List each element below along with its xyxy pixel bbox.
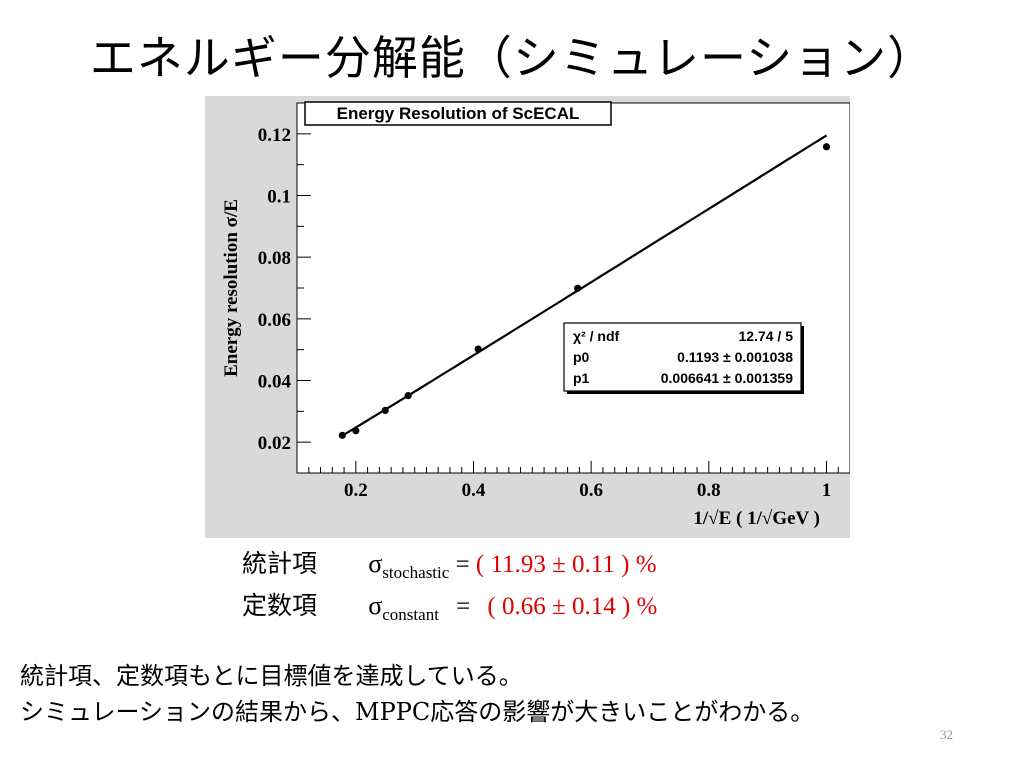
stochastic-equals: = <box>455 551 470 578</box>
chart-title: Energy Resolution of ScECAL <box>337 104 580 123</box>
y-tick-label: 0.12 <box>258 125 291 146</box>
stats-label-p1: p1 <box>573 370 590 386</box>
constant-value: ( 0.66 ± 0.14 ) % <box>487 593 658 620</box>
x-tick-label: 1 <box>822 480 832 501</box>
x-tick-label: 0.6 <box>579 480 603 501</box>
x-tick-label: 0.4 <box>462 480 486 501</box>
y-tick-label: 0.08 <box>258 248 291 269</box>
note-line-1: 統計項、定数項もとに目標値を達成している。 <box>20 662 523 690</box>
chart-title-box <box>304 101 612 126</box>
stochastic-subscript: stochastic <box>382 563 450 582</box>
constant-sigma: σ <box>368 591 383 620</box>
data-point <box>381 406 389 415</box>
data-point <box>822 143 831 151</box>
y-tick-label: 0.1 <box>267 187 291 208</box>
constant-equals: = <box>456 593 471 620</box>
result-constant: 定数項 σconstant = ( 0.66 ± 0.14 ) % <box>242 590 657 631</box>
slide-title: エネルギー分解能（シミュレーション） <box>89 31 935 85</box>
stochastic-term-label: 統計項 <box>242 549 318 578</box>
y-tick-label: 0.04 <box>258 372 292 393</box>
y-tick-label: 0.06 <box>258 310 291 331</box>
x-axis-label: 1/√E ( 1/√GeV ) <box>693 508 820 529</box>
y-tick-label: 0.02 <box>258 433 291 454</box>
plot-area <box>296 102 850 474</box>
data-point <box>338 431 346 439</box>
stats-label-chi2: χ² / ndf <box>573 328 619 344</box>
data-point <box>404 392 412 400</box>
x-tick-label: 0.2 <box>344 480 368 501</box>
data-point <box>352 427 360 435</box>
page-number: 32 <box>940 727 953 742</box>
stats-value-p0: 0.1193 ± 0.001038 <box>677 349 793 365</box>
stats-value-chi2: 12.74 / 5 <box>739 328 794 344</box>
data-point <box>474 345 482 353</box>
stochastic-value: ( 11.93 ± 0.11 ) % <box>475 551 657 578</box>
x-tick-label: 0.8 <box>697 480 721 501</box>
note-line-2: シミュレーションの結果から、MPPC応答の影響が大きいことがわかる。 <box>20 698 815 726</box>
chart: 0.2 0.4 0.6 0.8 1 0.02 0.04 0.06 0.08 0.1 0.12 Ene… <box>205 96 850 538</box>
stats-box: χ² / ndf 12.74 / 5 p0 0.1193 ± 0.001038 … <box>563 322 804 394</box>
stats-label-p0: p0 <box>573 349 590 365</box>
result-stochastic: 統計項 σstochastic = ( 11.93 ± 0.11 ) % <box>242 548 657 589</box>
stochastic-sigma: σ <box>368 549 383 578</box>
y-axis-label: Energy resolution σ/E <box>221 199 242 377</box>
fit-line <box>341 134 828 437</box>
data-point <box>574 284 582 292</box>
chart-svg: 0.2 0.4 0.6 0.8 1 0.02 0.04 0.06 0.08 0.1 0.12 Ene… <box>205 96 850 538</box>
constant-term-label: 定数項 <box>242 591 318 620</box>
constant-subscript: constant <box>382 605 439 624</box>
stats-value-p1: 0.006641 ± 0.001359 <box>661 370 793 386</box>
